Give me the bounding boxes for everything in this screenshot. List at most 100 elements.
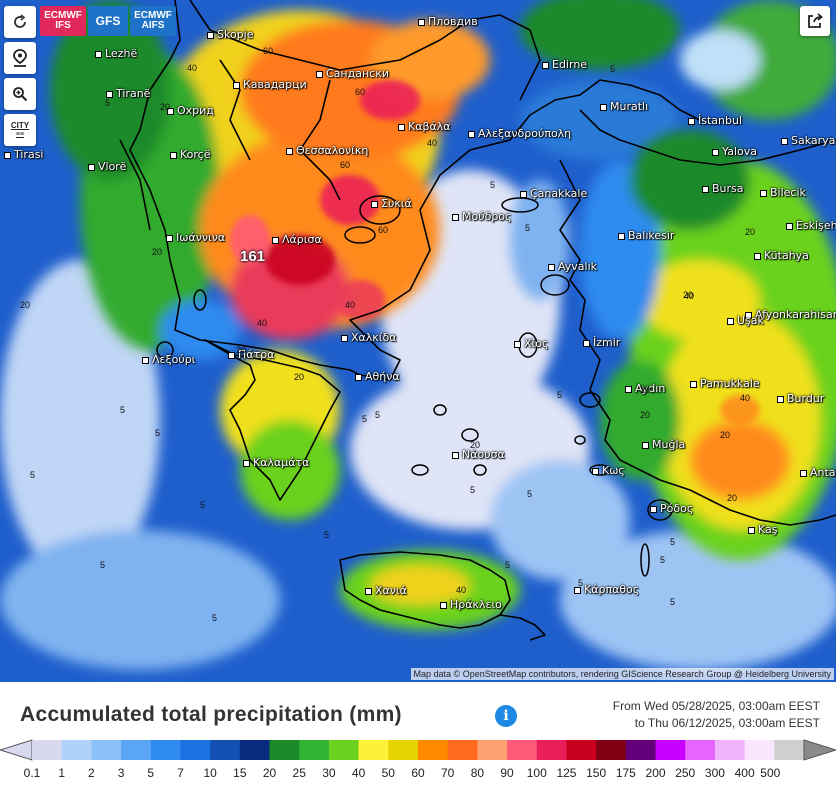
model-tab-ecmwf-ifs[interactable]: ECMWF IFS — [40, 6, 86, 36]
city-label: Νάουσα — [452, 448, 505, 461]
city-label: Uşak — [727, 314, 764, 327]
isoline-value: 60 — [355, 87, 366, 97]
scale-tick-label: 40 — [351, 766, 366, 780]
isoline-value: 20 — [236, 345, 247, 355]
scale-tick-label: 30 — [322, 766, 336, 780]
city-label: Bursa — [702, 182, 744, 195]
scale-tick-label: 400 — [734, 766, 755, 780]
city-label: Ηράκλειο — [440, 598, 502, 611]
refresh-icon — [14, 14, 26, 28]
zoom-button[interactable] — [4, 78, 36, 110]
isoline-value: 60 — [340, 160, 351, 170]
model-tab-ecmwf-aifs[interactable]: ECMWF AIFS — [130, 6, 176, 36]
isoline-value: 20 — [683, 290, 694, 300]
isoline-value: 5 — [527, 489, 533, 499]
city-label: Afyonkarahisar — [745, 308, 836, 321]
isoline-value: 20 — [470, 440, 481, 450]
model-tab-gfs[interactable]: GFS — [88, 6, 128, 36]
info-icon[interactable]: i — [495, 705, 517, 727]
isoline-value: 20 — [720, 430, 731, 440]
scale-swatch — [180, 740, 211, 760]
scale-swatch — [536, 740, 567, 760]
isoline-value: 20 — [745, 227, 756, 237]
city-label: Λάρισα — [272, 233, 322, 246]
city-label: Μούδρος — [452, 210, 511, 223]
scale-swatch — [418, 740, 449, 760]
scale-tick-label: 90 — [500, 766, 514, 780]
city-label: Çanakkale — [520, 187, 587, 200]
precipitation-map[interactable]: 161 Skopje Пловдив Lezhë Кавадарци Сандански… — [0, 0, 836, 682]
scale-tick-label: 50 — [381, 766, 395, 780]
scale-tick-label: 20 — [262, 766, 277, 780]
share-button[interactable] — [800, 6, 830, 36]
isoline-value: 5 — [670, 597, 676, 607]
scale-swatch — [328, 740, 360, 760]
isoline-value: 40 — [740, 393, 751, 403]
city-label: İstanbul — [688, 114, 742, 127]
city-label: Κάρπαθος — [574, 583, 639, 596]
city-label: Edirne — [542, 58, 587, 71]
period-from: From Wed 05/28/2025, 03:00am EEST — [612, 699, 820, 713]
city-label: Συκιά — [371, 197, 412, 210]
city-label: Muğla — [642, 438, 685, 451]
location-pin-icon — [13, 49, 27, 67]
city-label: Χαλκίδα — [341, 331, 396, 344]
legend-title: Accumulated total precipitation (mm) — [20, 703, 402, 726]
scale-arrow-left — [0, 739, 33, 761]
isoline-value: 20 — [640, 410, 651, 420]
isoline-value: 5 — [610, 64, 616, 74]
scale-tick-label: 80 — [470, 766, 485, 780]
isoline-value: 5 — [557, 390, 563, 400]
city-label: Λεξούρι — [142, 353, 195, 366]
scale-swatch — [388, 740, 419, 760]
city-label: Ρόδος — [650, 502, 693, 515]
scale-tick-label: 175 — [615, 766, 636, 780]
isoline-value: 20 — [160, 102, 171, 112]
city-label: Αθήνα — [355, 370, 400, 383]
model-tab-sublabel: IFS — [55, 20, 71, 31]
city-label: Охрид — [167, 104, 214, 117]
scale-swatch — [507, 740, 538, 760]
map-attribution: Map data © OpenStreetMap contributors, r… — [410, 668, 834, 680]
color-scale — [0, 739, 836, 761]
isoline-value: 5 — [212, 613, 218, 623]
scale-swatch — [239, 740, 271, 760]
city-label: Korçë — [170, 148, 211, 161]
isoline-value: 20 — [20, 300, 31, 310]
scale-tick-label: 250 — [675, 766, 696, 780]
scale-swatch — [299, 740, 330, 760]
scale-tick-label: 7 — [177, 766, 184, 780]
scale-tick-label: 150 — [586, 766, 607, 780]
scale-swatch — [685, 740, 716, 760]
period-to: to Thu 06/12/2025, 03:00am EEST — [634, 716, 820, 730]
scale-swatch — [91, 740, 122, 760]
isoline-value: 5 — [375, 410, 381, 420]
city-label: Αλεξανδρούπολη — [468, 127, 571, 140]
scale-swatch — [655, 740, 686, 760]
location-button[interactable] — [4, 42, 36, 74]
zoom-icon — [13, 87, 28, 102]
scale-tick-label: 1 — [58, 766, 66, 780]
isoline-value: 5 — [120, 405, 126, 415]
isoline-value: 5 — [490, 180, 496, 190]
scale-tick-label: 15 — [233, 766, 247, 780]
city-label: Skopje — [207, 28, 254, 41]
city-label: Lezhë — [95, 47, 137, 60]
city-label: Χανιά — [365, 584, 407, 597]
refresh-button[interactable] — [4, 6, 36, 38]
isoline-value: 5 — [505, 560, 511, 570]
isoline-value: 60 — [378, 225, 389, 235]
isoline-value: 40 — [257, 318, 268, 328]
city-label: Ιωάννινα — [166, 231, 225, 244]
scale-swatch — [774, 740, 805, 760]
scale-swatch — [477, 740, 508, 760]
scale-tick-label: 5 — [147, 766, 155, 780]
isoline-value: 5 — [660, 555, 666, 565]
scale-swatch — [61, 740, 92, 760]
isoline-value: 5 — [30, 470, 36, 480]
city-label: Пловдив — [418, 15, 478, 28]
city-toggle-button[interactable]: CITY ≡≡ — [4, 114, 36, 146]
city-label: Kütahya — [754, 249, 809, 262]
scale-swatch — [447, 740, 478, 760]
isoline-value: 60 — [263, 46, 274, 56]
